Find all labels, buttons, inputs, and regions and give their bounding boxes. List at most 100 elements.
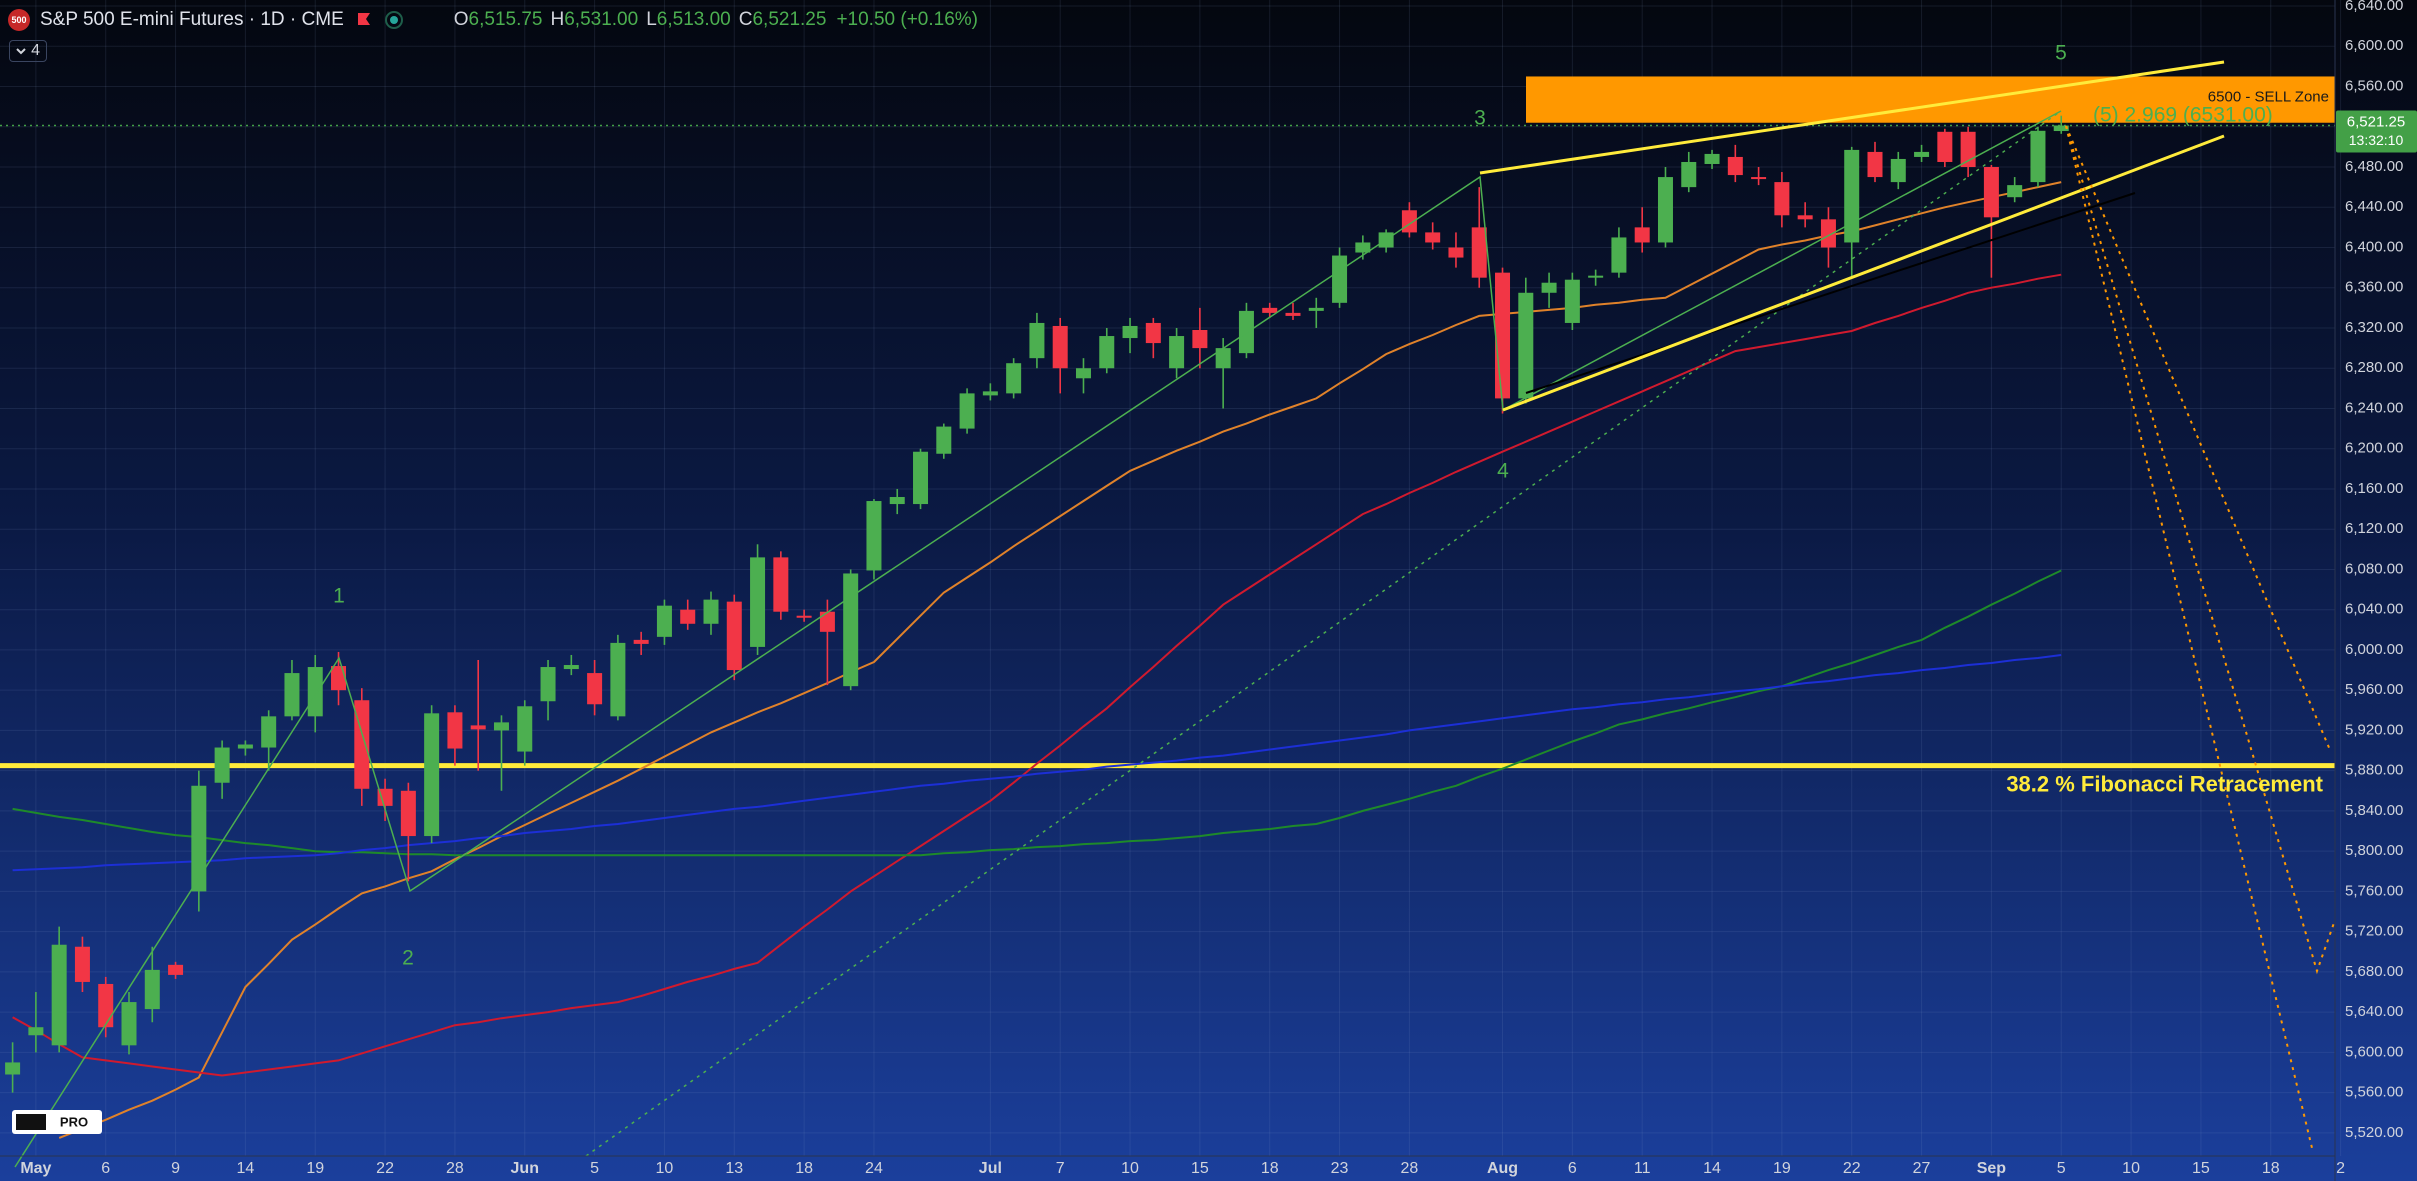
last-price-label: 6,521.25 [2347,113,2405,130]
y-tick-label: 6,440.00 [2345,198,2403,215]
x-tick-label: 10 [1121,1160,1139,1177]
y-tick-label: 6,480.00 [2345,158,2403,175]
y-tick-label: 6,320.00 [2345,319,2403,336]
ohlc-value: 6,513.00 [656,9,731,30]
indicator-toggle[interactable]: 4 [9,40,47,62]
candle-body [1611,237,1627,273]
x-tick-label: 10 [2122,1160,2140,1177]
dotted-trend [585,110,2062,1157]
candle-body [1215,348,1231,369]
sell-zone-label: 6500 - SELL Zone [2208,88,2329,105]
candle-body [2007,185,2023,198]
symbol-badge: 500 [8,9,30,31]
ma-line [12,273,2062,1077]
projection [2065,125,2336,975]
candle-body [1192,329,1208,349]
candle-body [913,451,929,505]
zones: 6500 - SELL Zone [0,76,2335,769]
ohlc-value: 6,515.75 [468,9,543,30]
channel-line [1525,192,2136,394]
candle-body [936,426,952,454]
symbol-title[interactable]: S&P 500 E-mini Futures · 1D · CME [40,9,344,30]
candle-body [1099,336,1115,369]
candle-body [377,788,393,806]
candle-body [261,716,277,748]
header: 500 S&P 500 E-mini Futures · 1D · CME O6… [8,6,978,34]
ohlc: O6,515.75 H6,531.00 L6,513.00 C6,521.25 [454,9,827,31]
candle-body [284,673,300,717]
candle-body [1145,322,1161,344]
y-tick-label: 6,640.00 [2345,0,2403,14]
candle-body [168,964,184,975]
y-tick-label: 5,640.00 [2345,1003,2403,1020]
x-tick-label: 19 [306,1160,324,1177]
status-icon [384,11,403,29]
y-tick-label: 5,720.00 [2345,923,2403,940]
x-tick-label: 7 [1056,1160,1065,1177]
candle-body [680,609,696,624]
y-tick-label: 6,240.00 [2345,399,2403,416]
ohlc-item: C6,521.25 [739,9,827,31]
candle-body [726,601,742,671]
collapse-icon[interactable] [16,48,26,55]
candle-body [1657,177,1673,243]
sell-zone [1526,76,2335,123]
candle-body [866,501,882,571]
change: +10.50 (+0.16%) [836,9,978,30]
candle-body [1634,227,1650,243]
candle-body [1075,368,1091,379]
candle-body [540,667,556,702]
x-tick-label: 28 [446,1160,464,1177]
logo-mark [16,1114,46,1130]
candle-body [703,599,719,624]
y-tick-label: 5,560.00 [2345,1084,2403,1101]
candle-body [28,1027,44,1036]
x-tick-label: 22 [1843,1160,1861,1177]
candle-body [2053,125,2069,132]
candle-body [1774,182,1790,216]
candle-body [470,725,486,730]
projection [2065,125,2331,751]
x-tick-label: 5 [2057,1160,2066,1177]
x-tick-label: 19 [1773,1160,1791,1177]
candle-body [1727,156,1743,176]
candle-body [307,667,323,717]
candle-body [656,605,672,637]
candle-body [1960,131,1976,168]
projection-label: (5) 2.969 (6531.00) [2093,104,2273,127]
ohlc-value: 6,531.00 [564,9,639,30]
x-tick-label: 18 [2262,1160,2280,1177]
x-tick-label: 14 [1703,1160,1721,1177]
candle-body [1355,242,1371,253]
candle-body [1471,227,1487,278]
ohlc-key: H [550,9,565,30]
x-tick-label: 14 [237,1160,255,1177]
fib-label: 38.2 % Fibonacci Retracement [2006,771,2323,796]
candle-body [121,1002,137,1046]
y-tick-label: 6,560.00 [2345,77,2403,94]
y-tick-label: 5,800.00 [2345,842,2403,859]
x-tick-label: 11 [1634,1160,1651,1177]
candle-body [1518,292,1534,399]
candles [5,115,2069,1093]
y-tick-label: 6,280.00 [2345,359,2403,376]
wave-label: 3 [1474,107,1486,130]
flag-icon[interactable] [354,10,374,30]
candle-body [51,944,67,1046]
candle-body [1006,363,1022,394]
x-tick-label: May [20,1160,51,1177]
candle-body [1983,167,1999,218]
candle-body [517,706,533,752]
ohlc-item: O6,515.75 [454,9,543,31]
wedge-lower [1502,134,2225,412]
candle-body [1937,131,1953,162]
ohlc-key: O [453,9,469,30]
x-tick-label: 15 [2192,1160,2210,1177]
candle-body [1448,247,1464,258]
x-tick-label: 22 [376,1160,394,1177]
candle-body [750,557,766,647]
candle-body [796,615,812,618]
